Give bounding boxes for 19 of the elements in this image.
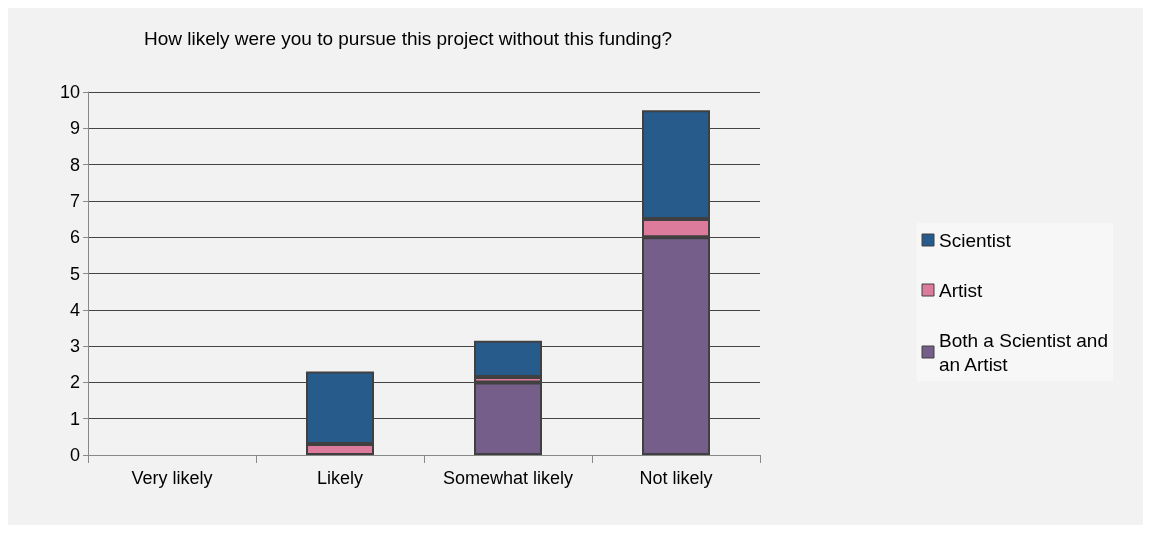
y-tick-label: 1 <box>69 408 80 429</box>
x-tick-label: Likely <box>316 468 364 488</box>
y-tick-label: 10 <box>59 82 80 102</box>
x-tick-label: Not likely <box>639 468 713 488</box>
y-tick-label: 4 <box>69 299 80 320</box>
x-tick-label: Very likely <box>131 468 213 488</box>
y-tick-label: 9 <box>69 118 80 139</box>
legend-label: Both a Scientist and an Artist <box>939 329 1108 375</box>
chart-title: How likely were you to pursue this project without this funding? <box>143 28 673 49</box>
y-tick-label: 0 <box>69 445 80 465</box>
y-tick-label: 8 <box>69 154 80 175</box>
y-tick-label: 2 <box>69 372 80 393</box>
x-tick-label: Somewhat likely <box>442 468 574 488</box>
legend-label: Artist <box>939 279 983 301</box>
y-tick-label: 6 <box>69 227 80 248</box>
legend-label: Scientist <box>939 229 1012 251</box>
y-tick-label: 5 <box>69 263 80 284</box>
y-tick-label: 7 <box>69 190 80 211</box>
y-tick-label: 3 <box>69 336 80 357</box>
